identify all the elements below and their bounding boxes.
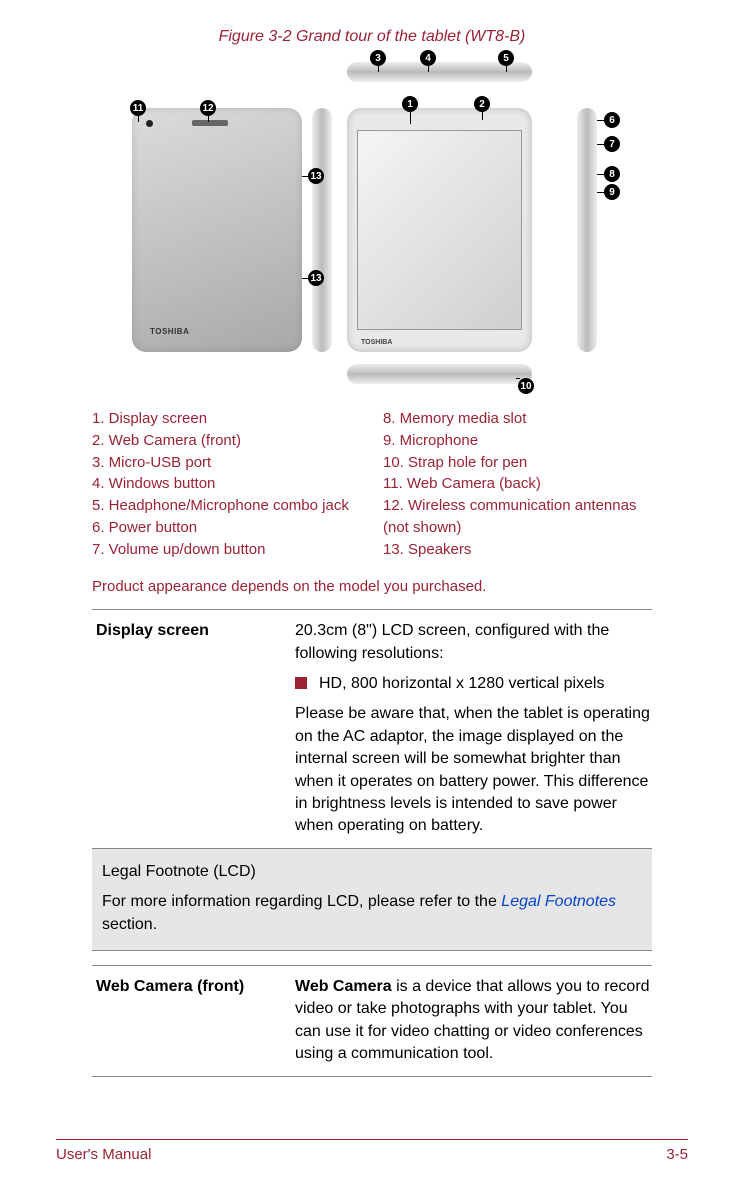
bullet-text: HD, 800 horizontal x 1280 vertical pixel…	[319, 673, 604, 695]
callout-2: 2	[474, 96, 490, 112]
figure-title: Figure 3-2 Grand tour of the tablet (WT8…	[56, 28, 688, 46]
callout-3: 3	[370, 50, 386, 66]
lead-13b	[302, 278, 310, 279]
spec-intro: 20.3cm (8") LCD screen, configured with …	[295, 620, 652, 665]
callout-9: 9	[604, 184, 620, 200]
lead-2	[482, 112, 483, 120]
spacer	[56, 951, 688, 965]
legend-item: 3. Micro-USB port	[92, 452, 361, 474]
brand-text: TOSHIBA	[150, 327, 189, 336]
spec-display-screen: Display screen 20.3cm (8") LCD screen, c…	[92, 609, 652, 849]
legend-item: 12. Wireless communication antennas (not…	[383, 495, 652, 539]
legend-row: 1. Display screen 2. Web Camera (front) …	[56, 408, 688, 560]
footnote-text: For more information regarding LCD, plea…	[102, 891, 642, 936]
legend-item: 13. Speakers	[383, 539, 652, 561]
lead-8	[597, 174, 605, 175]
callout-11: 11	[130, 100, 146, 116]
callout-7: 7	[604, 136, 620, 152]
legend-item: 9. Microphone	[383, 430, 652, 452]
tablet-screen	[357, 130, 522, 330]
callout-12: 12	[200, 100, 216, 116]
footnote-text-after: section.	[102, 916, 157, 933]
spec-web-camera: Web Camera (front) Web Camera is a devic…	[92, 965, 652, 1077]
footer-right: 3-5	[666, 1146, 688, 1163]
legend-item: 2. Web Camera (front)	[92, 430, 361, 452]
spec-body: 20.3cm (8") LCD screen, configured with …	[295, 620, 652, 838]
model-note: Product appearance depends on the model …	[56, 578, 688, 595]
tablet-left-side	[312, 108, 332, 352]
legal-footnotes-link[interactable]: Legal Footnotes	[501, 893, 616, 910]
legend-item: 4. Windows button	[92, 473, 361, 495]
legend-item: 6. Power button	[92, 517, 361, 539]
legend-item: 8. Memory media slot	[383, 408, 652, 430]
legend-right-col: 8. Memory media slot 9. Microphone 10. S…	[383, 408, 652, 560]
legend-item: 1. Display screen	[92, 408, 361, 430]
lead-5	[506, 66, 507, 72]
spec-paragraph: Please be aware that, when the tablet is…	[295, 703, 652, 837]
tablet-bottom-edge	[347, 364, 532, 384]
lead-9	[597, 192, 605, 193]
lead-10	[516, 378, 520, 379]
footnote-title: Legal Footnote (LCD)	[102, 861, 642, 883]
front-brand-text: TOSHIBA	[361, 339, 392, 346]
legend-left-col: 1. Display screen 2. Web Camera (front) …	[92, 408, 361, 560]
lead-11	[138, 116, 139, 122]
page-footer: User's Manual 3-5	[56, 1139, 688, 1163]
spec-label: Display screen	[92, 620, 277, 838]
callout-13a: 13	[308, 168, 324, 184]
legal-footnote-box: Legal Footnote (LCD) For more informatio…	[92, 849, 652, 951]
lead-7	[597, 144, 605, 145]
lead-3	[378, 66, 379, 72]
legend-item: 10. Strap hole for pen	[383, 452, 652, 474]
legend-item: 7. Volume up/down button	[92, 539, 361, 561]
back-camera-dot	[146, 120, 153, 127]
callout-4: 4	[420, 50, 436, 66]
footnote-text-before: For more information regarding LCD, plea…	[102, 893, 501, 910]
spec-body: Web Camera is a device that allows you t…	[295, 976, 652, 1066]
callout-1: 1	[402, 96, 418, 112]
legend-item: 11. Web Camera (back)	[383, 473, 652, 495]
tablet-diagram: TOSHIBA TOSHIBA 3 4 5 1 2 6 7 8 9 10 11 …	[122, 56, 622, 396]
lead-1	[410, 112, 411, 124]
spec-label: Web Camera (front)	[92, 976, 277, 1066]
lead-13a	[302, 176, 310, 177]
spec-bold-lead: Web Camera	[295, 978, 392, 995]
tablet-back-view: TOSHIBA	[132, 108, 302, 352]
legend-item: 5. Headphone/Microphone combo jack	[92, 495, 361, 517]
lead-6	[597, 120, 605, 121]
callout-8: 8	[604, 166, 620, 182]
bullet-row: HD, 800 horizontal x 1280 vertical pixel…	[295, 673, 652, 695]
footer-left: User's Manual	[56, 1146, 151, 1163]
callout-5: 5	[498, 50, 514, 66]
lead-4	[428, 66, 429, 72]
callout-6: 6	[604, 112, 620, 128]
tablet-front-view: TOSHIBA	[347, 108, 532, 352]
back-slot	[192, 120, 228, 126]
callout-10: 10	[518, 378, 534, 394]
tablet-right-side	[577, 108, 597, 352]
callout-13b: 13	[308, 270, 324, 286]
lead-12	[208, 116, 209, 122]
bullet-square-icon	[295, 677, 307, 689]
